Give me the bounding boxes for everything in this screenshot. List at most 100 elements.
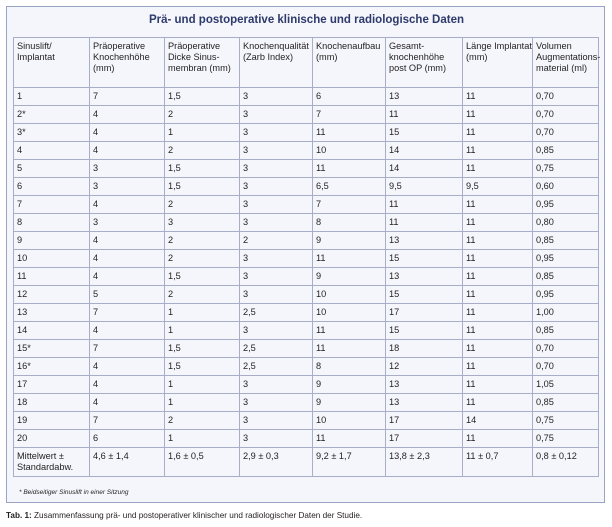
- column-header-line: Augmentations-: [536, 52, 601, 62]
- table-cell: 1,5: [164, 177, 240, 196]
- table-cell: 1,5: [164, 357, 240, 376]
- table-cell: 0,85: [532, 267, 599, 286]
- table-cell: 4: [89, 105, 165, 124]
- table-cell: 0,75: [532, 411, 599, 430]
- table-cell: 16*: [13, 357, 90, 376]
- table-cell: 2: [164, 285, 240, 304]
- table-cell: 6: [13, 177, 90, 196]
- table-cell: 14: [385, 141, 463, 160]
- table-cell: 17: [385, 411, 463, 430]
- table-cell: 3: [239, 249, 313, 268]
- column-header-line: knochenhöhe: [389, 52, 445, 62]
- table-cell: 11: [385, 195, 463, 214]
- table-cell: 4: [89, 375, 165, 394]
- table-cell: 7: [89, 411, 165, 430]
- table-cell: 1: [13, 87, 90, 106]
- table-cell: 4: [89, 357, 165, 376]
- summary-row: Mittelwert ± Standardabw. 4,6 ± 1,4 1,6 ± 0…: [13, 447, 599, 477]
- table-cell: 11: [312, 249, 386, 268]
- table-cell: 6: [312, 87, 386, 106]
- table-cell: 4: [89, 249, 165, 268]
- table-cell: 3: [239, 141, 313, 160]
- table-cell: 2,5: [239, 303, 313, 322]
- table-cell: 0,75: [532, 159, 599, 178]
- table-cell: 3: [239, 429, 313, 448]
- table-cell: 0,60: [532, 177, 599, 196]
- table-cell: 3: [164, 213, 240, 232]
- table-row: 4 4 2 3 10 14 11 0,85: [13, 141, 599, 160]
- table-cell: 7: [312, 195, 386, 214]
- table-cell: 11: [312, 429, 386, 448]
- table-cell: 3: [89, 159, 165, 178]
- table-cell: 0,85: [532, 393, 599, 412]
- table-cell: 2*: [13, 105, 90, 124]
- column-header-line: Länge Implantat: [466, 41, 532, 51]
- table-cell: 1: [164, 123, 240, 142]
- caption-text: Zusammenfassung prä- und postoperativer …: [31, 511, 363, 520]
- summary-cell: 9,2 ± 1,7: [312, 447, 386, 477]
- table-cell: 5: [13, 159, 90, 178]
- table-row: 18 4 1 3 9 13 11 0,85: [13, 393, 599, 412]
- table-cell: 11: [462, 231, 533, 250]
- table-cell: 2: [164, 105, 240, 124]
- column-header-line: (Zarb Index): [243, 52, 294, 62]
- column-header-line: Volumen: [536, 41, 572, 51]
- table-cell: 0,95: [532, 285, 599, 304]
- table-cell: 3: [239, 105, 313, 124]
- column-header-line: Knochenqualität: [243, 41, 309, 51]
- summary-label-line: Standardabw.: [17, 462, 74, 472]
- table-cell: 17: [385, 429, 463, 448]
- table-cell: 0,75: [532, 429, 599, 448]
- table-cell: 3: [239, 321, 313, 340]
- table-cell: 11: [462, 159, 533, 178]
- table-cell: 11: [462, 375, 533, 394]
- table-cell: 11: [462, 249, 533, 268]
- table-row: 12 5 2 3 10 15 11 0,95: [13, 285, 599, 304]
- table-cell: 4: [89, 393, 165, 412]
- table-row: 20 6 1 3 11 17 11 0,75: [13, 429, 599, 448]
- table-cell: 7: [89, 339, 165, 358]
- table-title: Prä- und postoperative klinische und rad…: [148, 14, 465, 26]
- table-row: 19 7 2 3 10 17 14 0,75: [13, 411, 599, 430]
- table-cell: 10: [312, 303, 386, 322]
- table-cell: 0,95: [532, 249, 599, 268]
- table-cell: 0,70: [532, 105, 599, 124]
- table-row: 9 4 2 2 9 13 11 0,85: [13, 231, 599, 250]
- column-header-line: Präoperative: [93, 41, 146, 51]
- table-cell: 18: [385, 339, 463, 358]
- table-cell: 1,00: [532, 303, 599, 322]
- table-cell: 10: [312, 141, 386, 160]
- table-cell: 8: [13, 213, 90, 232]
- column-header-line: Knochenaufbau: [316, 41, 381, 51]
- column-header: Volumen Augmentations-material (ml): [532, 37, 601, 88]
- table-row: 10 4 2 3 11 15 11 0,95: [13, 249, 599, 268]
- summary-cell: 4,6 ± 1,4: [89, 447, 165, 477]
- table-cell: 15: [385, 123, 463, 142]
- table-cell: 4: [89, 195, 165, 214]
- table-cell: 11: [462, 285, 533, 304]
- column-header-line: Implantat: [17, 52, 55, 62]
- table-cell: 6: [89, 429, 165, 448]
- table-cell: 0,70: [532, 87, 599, 106]
- table-cell: 11: [385, 105, 463, 124]
- table-cell: 9,5: [462, 177, 533, 196]
- table-cell: 10: [13, 249, 90, 268]
- table-row: 5 3 1,5 3 11 14 11 0,75: [13, 159, 599, 178]
- table-cell: 11: [462, 195, 533, 214]
- table-cell: 9: [312, 393, 386, 412]
- column-header: Knochenqualität (Zarb Index): [239, 37, 313, 88]
- table-cell: 11: [462, 105, 533, 124]
- table-cell: 1,05: [532, 375, 599, 394]
- column-header-line: (mm): [316, 52, 338, 62]
- table-cell: 2,5: [239, 339, 313, 358]
- table-cell: 4: [89, 321, 165, 340]
- table-row: 17 4 1 3 9 13 11 1,05: [13, 375, 599, 394]
- table-cell: 11: [312, 321, 386, 340]
- table-cell: 3: [89, 213, 165, 232]
- table-cell: 3: [239, 177, 313, 196]
- summary-label: Mittelwert ± Standardabw.: [13, 447, 90, 477]
- column-header-line: Sinuslift/: [17, 41, 52, 51]
- table-row: 15* 7 1,5 2,5 11 18 11 0,70: [13, 339, 599, 358]
- column-header: Präoperative Knochenhöhe (mm): [89, 37, 165, 88]
- column-header: Präoperative Dicke Sinus-membran (mm): [164, 37, 240, 88]
